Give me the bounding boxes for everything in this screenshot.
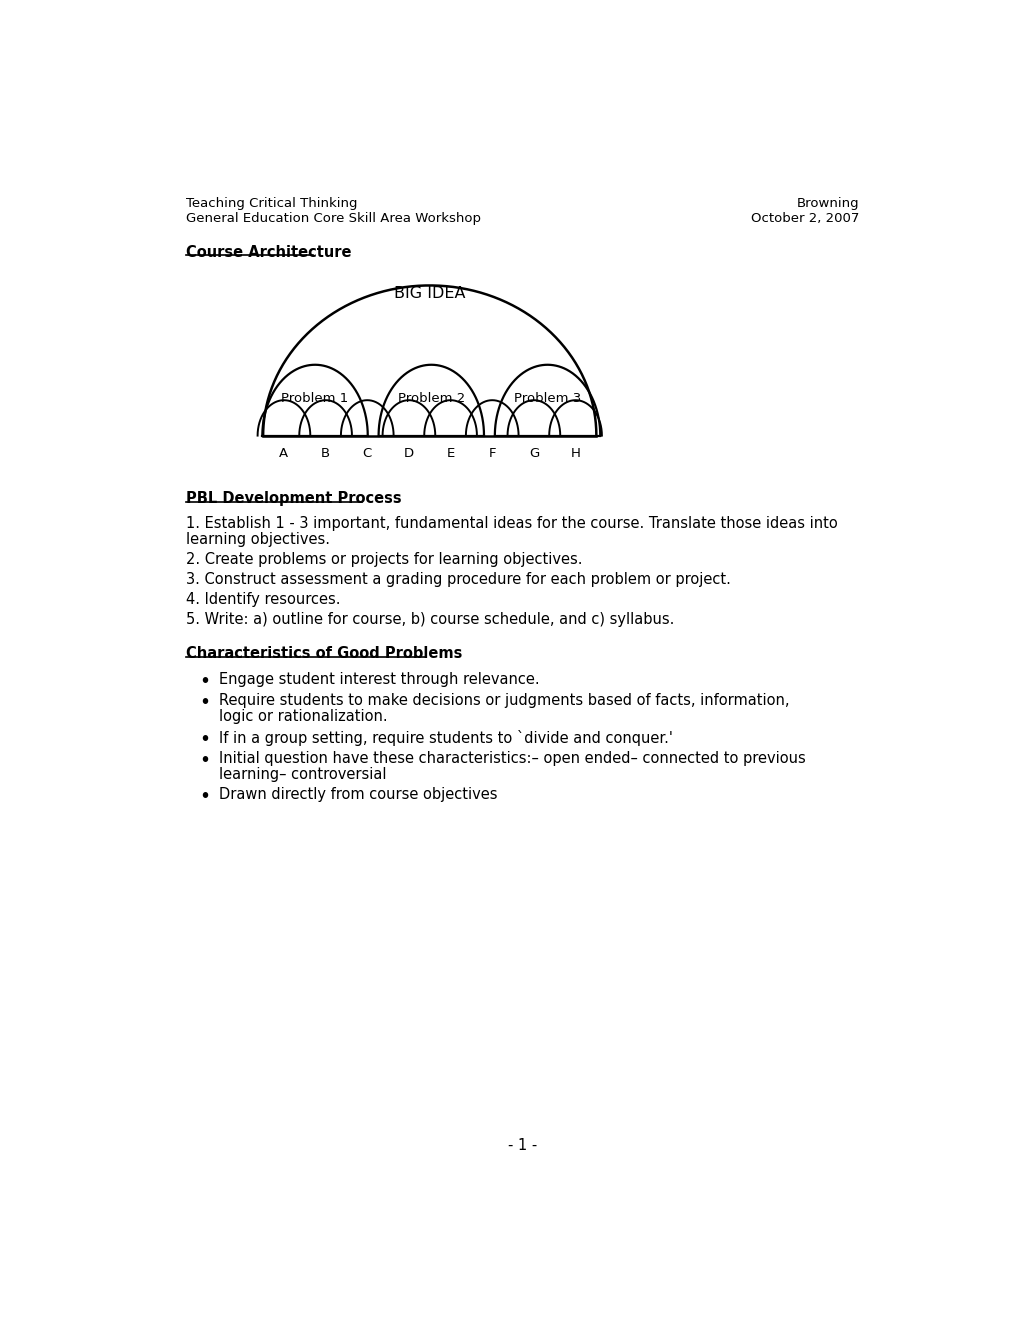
Text: Problem 2: Problem 2 bbox=[397, 392, 465, 405]
Text: Drawn directly from course objectives: Drawn directly from course objectives bbox=[219, 788, 497, 803]
Text: C: C bbox=[363, 447, 372, 461]
Text: logic or rationalization.: logic or rationalization. bbox=[219, 709, 387, 723]
Text: 5. Write: a) outline for course, b) course schedule, and c) syllabus.: 5. Write: a) outline for course, b) cour… bbox=[185, 612, 674, 627]
Text: Require students to make decisions or judgments based of facts, information,: Require students to make decisions or ju… bbox=[219, 693, 789, 708]
Text: •: • bbox=[199, 730, 210, 748]
Text: Problem 1: Problem 1 bbox=[281, 392, 348, 405]
Text: BIG IDEA: BIG IDEA bbox=[393, 286, 465, 301]
Text: G: G bbox=[528, 447, 538, 461]
Text: D: D bbox=[404, 447, 414, 461]
Text: Characteristics of Good Problems: Characteristics of Good Problems bbox=[185, 645, 462, 661]
Text: F: F bbox=[488, 447, 495, 461]
Text: 4. Identify resources.: 4. Identify resources. bbox=[185, 591, 339, 607]
Text: Initial question have these characteristics:– open ended– connected to previous: Initial question have these characterist… bbox=[219, 751, 805, 766]
Text: PBL Development Process: PBL Development Process bbox=[185, 491, 400, 506]
Text: General Education Core Skill Area Workshop: General Education Core Skill Area Worksh… bbox=[185, 211, 480, 224]
Text: Course Architecture: Course Architecture bbox=[185, 244, 351, 260]
Text: learning– controversial: learning– controversial bbox=[219, 767, 386, 781]
Text: If in a group setting, require students to `divide and conquer.': If in a group setting, require students … bbox=[219, 730, 673, 746]
Text: learning objectives.: learning objectives. bbox=[185, 532, 329, 546]
Text: 2. Create problems or projects for learning objectives.: 2. Create problems or projects for learn… bbox=[185, 552, 582, 566]
Text: E: E bbox=[446, 447, 454, 461]
Text: October 2, 2007: October 2, 2007 bbox=[751, 211, 859, 224]
Text: 1. Establish 1 - 3 important, fundamental ideas for the course. Translate those : 1. Establish 1 - 3 important, fundamenta… bbox=[185, 516, 837, 531]
Text: H: H bbox=[570, 447, 580, 461]
Text: B: B bbox=[321, 447, 330, 461]
Text: Engage student interest through relevance.: Engage student interest through relevanc… bbox=[219, 672, 539, 686]
Text: •: • bbox=[199, 672, 210, 690]
Text: •: • bbox=[199, 693, 210, 711]
Text: 3. Construct assessment a grading procedure for each problem or project.: 3. Construct assessment a grading proced… bbox=[185, 572, 730, 587]
Text: Problem 3: Problem 3 bbox=[514, 392, 581, 405]
Text: •: • bbox=[199, 788, 210, 807]
Text: Teaching Critical Thinking: Teaching Critical Thinking bbox=[185, 197, 357, 210]
Text: •: • bbox=[199, 751, 210, 770]
Text: A: A bbox=[279, 447, 288, 461]
Text: Browning: Browning bbox=[797, 197, 859, 210]
Text: - 1 -: - 1 - bbox=[507, 1138, 537, 1154]
